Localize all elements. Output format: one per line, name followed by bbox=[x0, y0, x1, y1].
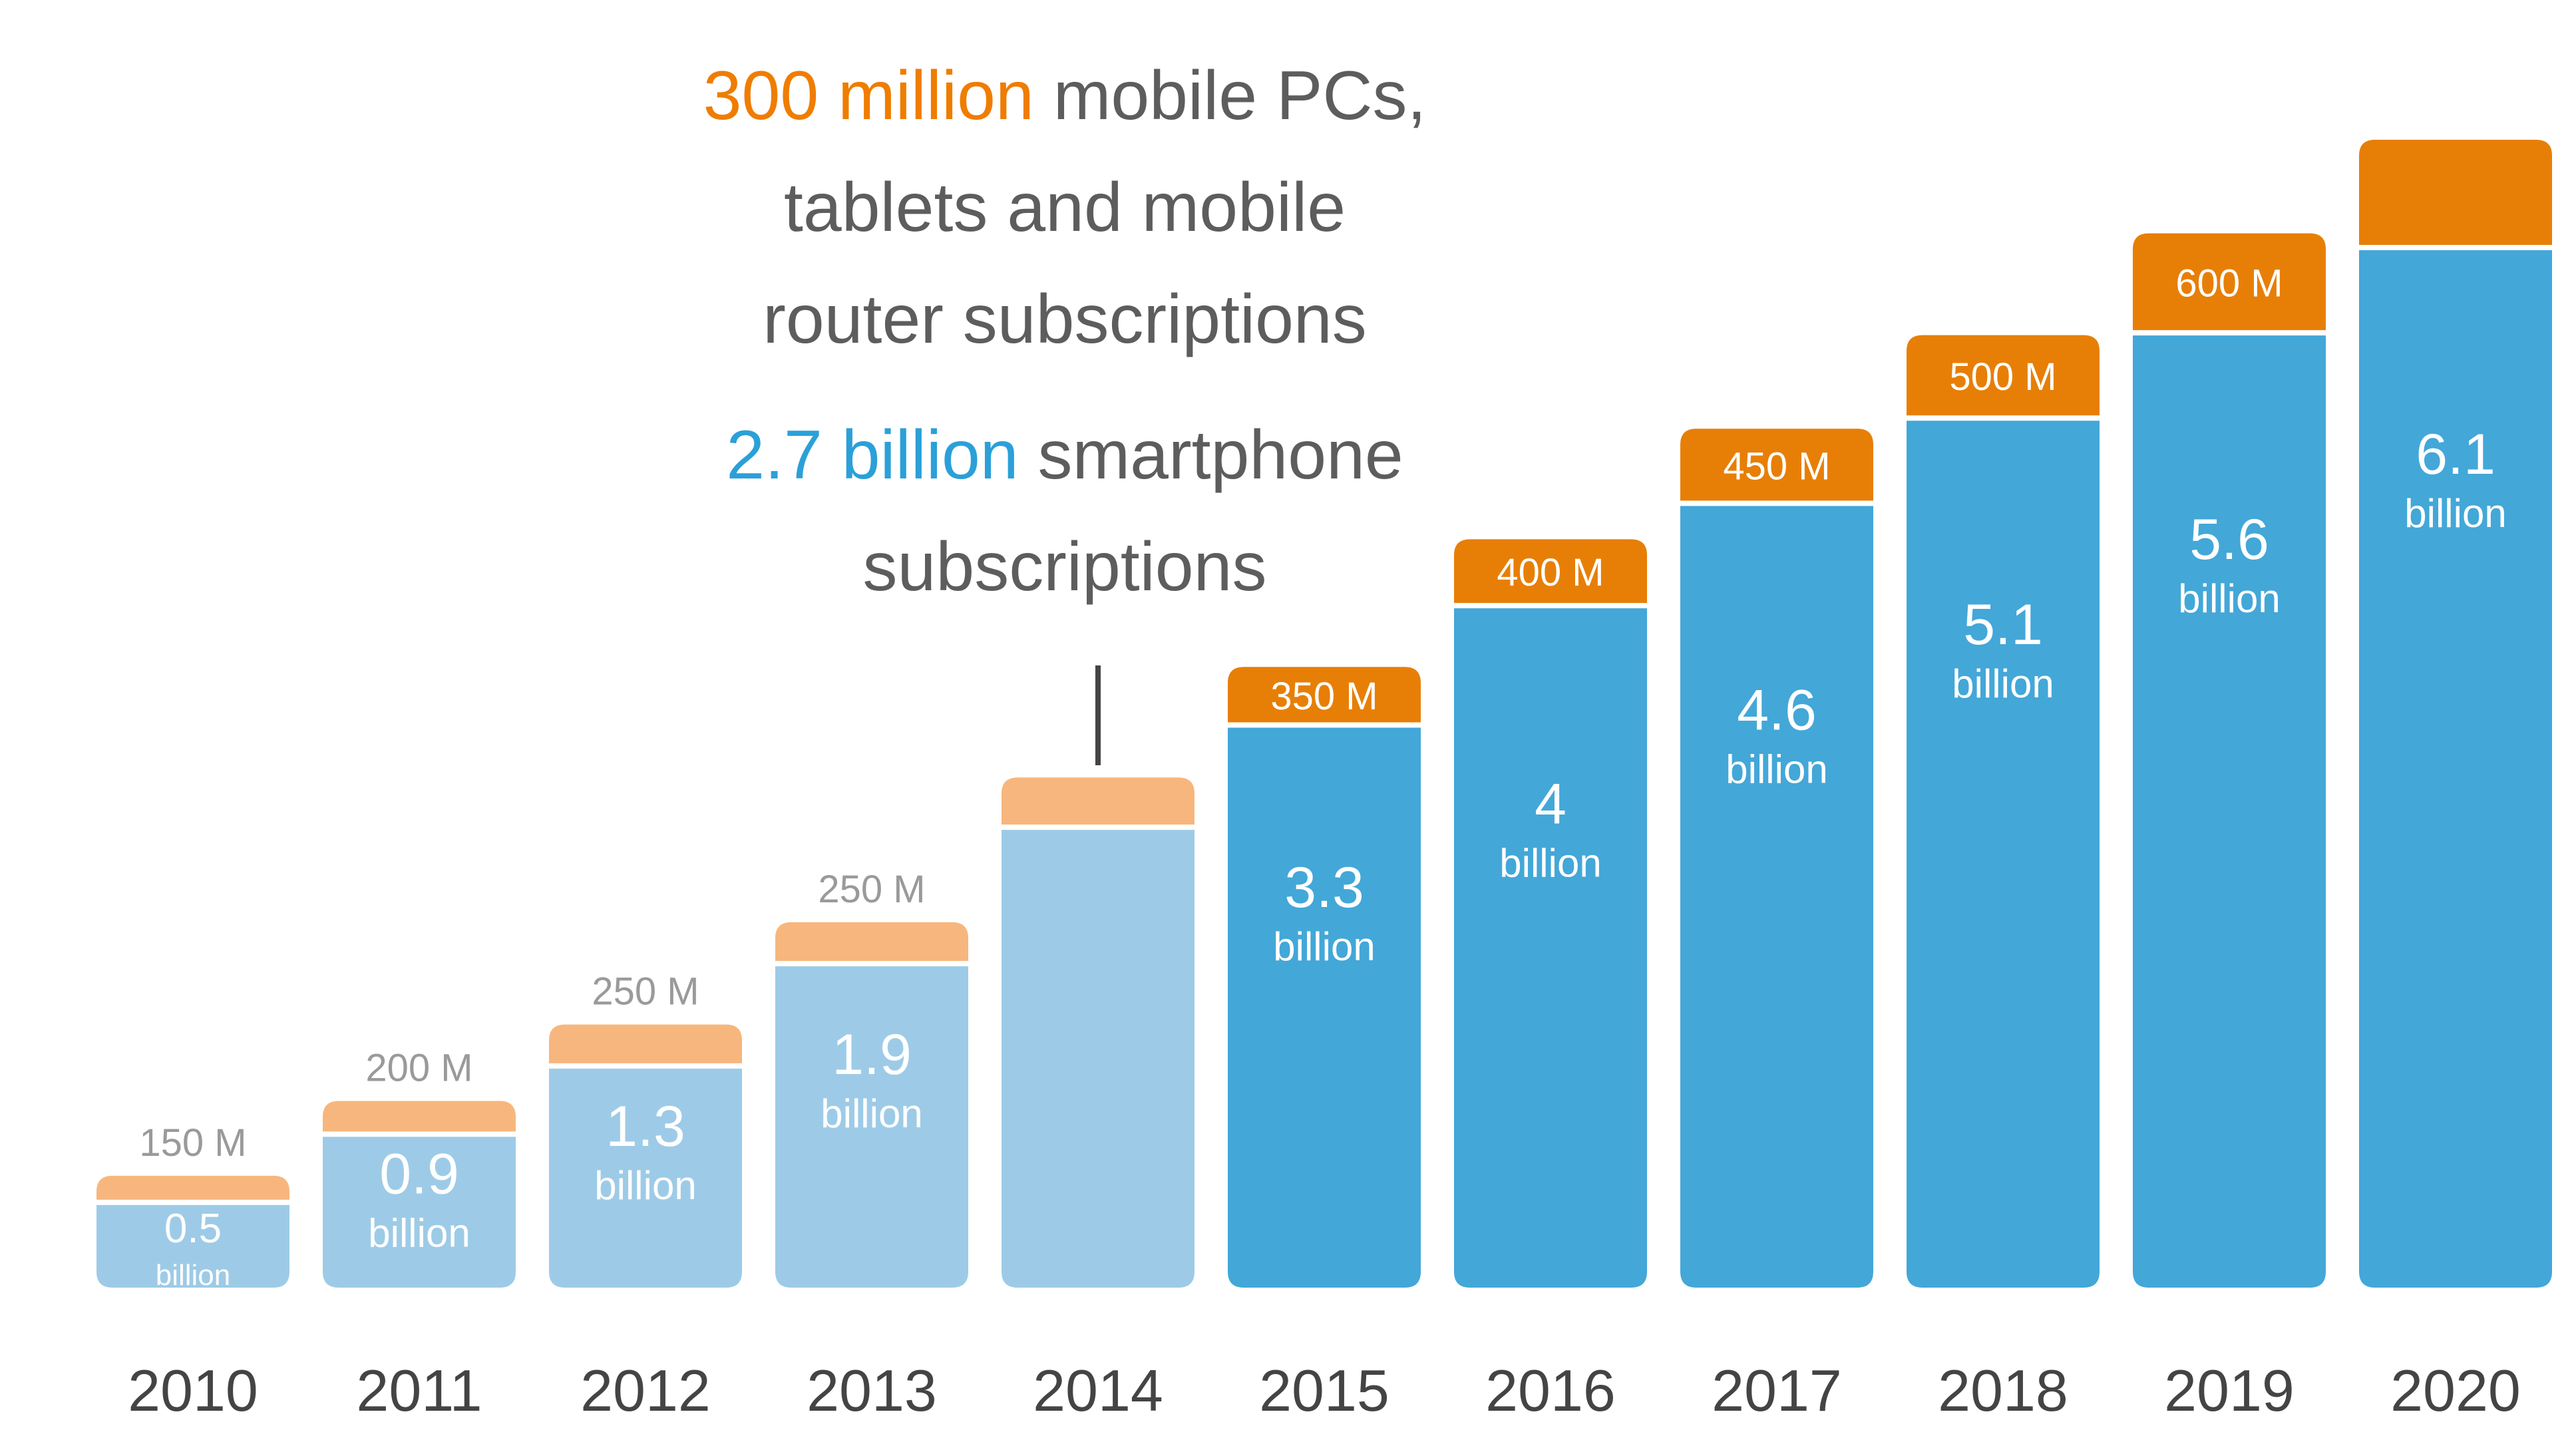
bar-pc-2020 bbox=[2359, 140, 2552, 248]
x-tick-2015: 2015 bbox=[1259, 1357, 1389, 1423]
x-tick-2016: 2016 bbox=[1485, 1357, 1616, 1423]
bar-smartphone-2013 bbox=[775, 964, 968, 1288]
pc-value-2017: 450 M bbox=[1723, 445, 1830, 488]
bar-unit-2010: billion bbox=[156, 1259, 231, 1292]
bar-smartphone-2011 bbox=[323, 1134, 516, 1288]
pc-value-2011: 200 M bbox=[365, 1047, 472, 1090]
bar-unit-2016: billion bbox=[1499, 841, 1601, 886]
bar-smartphone-2015 bbox=[1228, 725, 1421, 1288]
bar-smartphone-2019 bbox=[2133, 333, 2326, 1288]
x-axis: 2010 2011 2012 2013 2014 2015 2016 2017 2018 2019… bbox=[128, 1357, 2521, 1423]
x-tick-2020: 2020 bbox=[2390, 1357, 2521, 1423]
bar-value-2010: 0.5 bbox=[164, 1206, 222, 1252]
bar-unit-2018: billion bbox=[1952, 661, 2054, 706]
bars-layer bbox=[96, 140, 2552, 1288]
bar-value-2011: 0.9 bbox=[379, 1143, 459, 1206]
x-tick-2013: 2013 bbox=[807, 1357, 937, 1423]
pc-value-2013: 250 M bbox=[818, 868, 925, 911]
pc-annotation-text-1: mobile PCs, bbox=[1033, 57, 1427, 134]
pc-annotation-line-3: router subscriptions bbox=[763, 281, 1367, 358]
pc-annotation-line-2: tablets and mobile bbox=[783, 169, 1346, 246]
bar-smartphone-2012 bbox=[549, 1065, 742, 1288]
bar-unit-2015: billion bbox=[1273, 924, 1375, 969]
sp-annotation-line-2: subscriptions bbox=[862, 528, 1267, 606]
bar-labels-layer: 0.5billion0.9billion1.3billion1.9billion… bbox=[156, 423, 2507, 1292]
bar-value-2019: 5.6 bbox=[2189, 508, 2269, 572]
pc-value-2012: 250 M bbox=[592, 970, 699, 1013]
bar-pc-2019 bbox=[2133, 233, 2326, 333]
smartphone-annotation: 2.7 billion smartphone subscriptions bbox=[566, 399, 1564, 623]
bar-value-2017: 4.6 bbox=[1737, 678, 1817, 742]
bar-value-2016: 4 bbox=[1535, 773, 1566, 836]
sp-annotation-line-1: 2.7 billion smartphone bbox=[566, 399, 1564, 511]
x-tick-2012: 2012 bbox=[580, 1357, 711, 1423]
bar-smartphone-2017 bbox=[1680, 503, 1873, 1288]
bar-value-2013: 1.9 bbox=[832, 1023, 912, 1087]
bar-pc-2017 bbox=[1680, 429, 1873, 504]
pc-value-2018: 500 M bbox=[1949, 355, 2056, 399]
bar-unit-2013: billion bbox=[821, 1091, 922, 1136]
bar-unit-2012: billion bbox=[594, 1163, 696, 1208]
sp-annotation-text-1: smartphone bbox=[1018, 417, 1403, 494]
x-tick-2014: 2014 bbox=[1033, 1357, 1163, 1423]
top-labels-layer: 150 M 200 M 250 M 250 M 350 M 400 M 450 M 500 M… bbox=[139, 262, 2283, 1165]
bar-pc-2014 bbox=[1002, 777, 1195, 828]
bar-smartphone-2018 bbox=[1907, 418, 2100, 1288]
bar-smartphone-2014 bbox=[1002, 827, 1195, 1288]
bar-pc-2018 bbox=[1907, 335, 2100, 419]
bar-pc-2015 bbox=[1228, 667, 1421, 725]
pc-annotation-line-1: 300 million mobile PCs, bbox=[566, 40, 1564, 152]
bar-pc-2010 bbox=[96, 1175, 289, 1202]
bar-unit-2020: billion bbox=[2404, 491, 2506, 536]
bar-smartphone-2010 bbox=[96, 1202, 289, 1288]
pc-value-2019: 600 M bbox=[2175, 262, 2283, 305]
x-tick-2011: 2011 bbox=[356, 1357, 482, 1423]
bar-unit-2017: billion bbox=[1726, 747, 1827, 791]
bar-value-2018: 5.1 bbox=[1963, 593, 2043, 657]
bar-smartphone-2016 bbox=[1454, 606, 1647, 1288]
x-tick-2019: 2019 bbox=[2164, 1357, 2295, 1423]
sp-annotation-highlight: 2.7 billion bbox=[726, 417, 1019, 494]
bar-pc-2011 bbox=[323, 1101, 516, 1135]
bar-value-2020: 6.1 bbox=[2416, 423, 2495, 486]
pc-value-2010: 150 M bbox=[139, 1121, 246, 1165]
bar-value-2015: 3.3 bbox=[1284, 856, 1364, 920]
bar-smartphone-2020 bbox=[2359, 248, 2552, 1288]
pc-value-2015: 350 M bbox=[1270, 675, 1378, 718]
x-tick-2010: 2010 bbox=[128, 1357, 258, 1423]
bar-unit-2019: billion bbox=[2178, 576, 2280, 621]
bar-pc-2016 bbox=[1454, 539, 1647, 606]
pc-value-2016: 400 M bbox=[1497, 551, 1604, 594]
pc-annotation-highlight: 300 million bbox=[703, 57, 1034, 134]
bar-pc-2012 bbox=[549, 1024, 742, 1066]
x-tick-2017: 2017 bbox=[1712, 1357, 1842, 1423]
bar-unit-2011: billion bbox=[368, 1211, 470, 1256]
pc-annotation: 300 million mobile PCs, tablets and mobi… bbox=[566, 40, 1564, 375]
x-tick-2018: 2018 bbox=[1938, 1357, 2068, 1423]
bar-pc-2013 bbox=[775, 922, 968, 964]
bar-value-2012: 1.3 bbox=[606, 1095, 685, 1159]
